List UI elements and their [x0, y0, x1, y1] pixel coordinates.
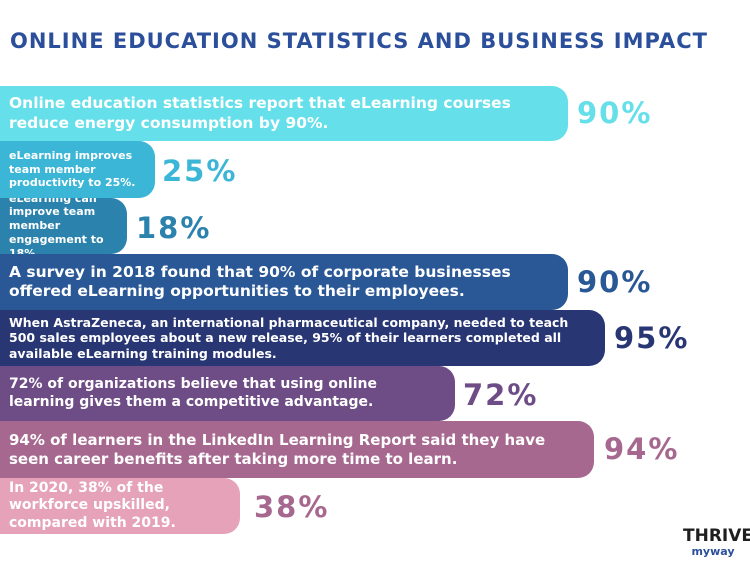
bar-label-7: 94% of learners in the LinkedIn Learning…: [9, 430, 546, 468]
bar-label-2: eLearning improves team member productiv…: [9, 148, 136, 190]
bar-7: 94% of learners in the LinkedIn Learning…: [0, 421, 594, 478]
bar-2: eLearning improves team member productiv…: [0, 141, 155, 198]
bar-5: When AstraZeneca, an international pharm…: [0, 310, 605, 366]
value-label-3: 18%: [136, 211, 212, 245]
bar-label-6: 72% of organizations believe that using …: [9, 376, 377, 410]
value-label-2: 25%: [162, 154, 238, 188]
bar-8: In 2020, 38% of the workforce upskilled,…: [0, 478, 240, 534]
bar-label-3: eLearning can improve team member engage…: [9, 198, 104, 254]
logo-top-text: THRIVE: [683, 526, 750, 546]
value-label-4: 90%: [577, 265, 653, 299]
thrive-my-way-logo: THRIVE myway: [683, 526, 750, 559]
bar-6: 72% of organizations believe that using …: [0, 366, 455, 421]
chart-title: ONLINE EDUCATION STATISTICS AND BUSINESS…: [10, 29, 708, 53]
bar-3: eLearning can improve team member engage…: [0, 198, 127, 254]
value-label-5: 95%: [614, 321, 690, 355]
bar-label-4: A survey in 2018 found that 90% of corpo…: [9, 262, 511, 300]
bar-4: A survey in 2018 found that 90% of corpo…: [0, 254, 568, 310]
value-label-7: 94%: [604, 432, 680, 466]
bar-label-5: When AstraZeneca, an international pharm…: [9, 314, 569, 361]
bar-label-8: In 2020, 38% of the workforce upskilled,…: [9, 479, 176, 531]
value-label-6: 72%: [463, 378, 539, 412]
logo-bottom-text: myway: [691, 545, 735, 558]
value-label-8: 38%: [254, 490, 330, 524]
bar-label-1: Online education statistics report that …: [9, 94, 511, 132]
bar-1: Online education statistics report that …: [0, 86, 568, 141]
value-label-1: 90%: [577, 96, 653, 130]
